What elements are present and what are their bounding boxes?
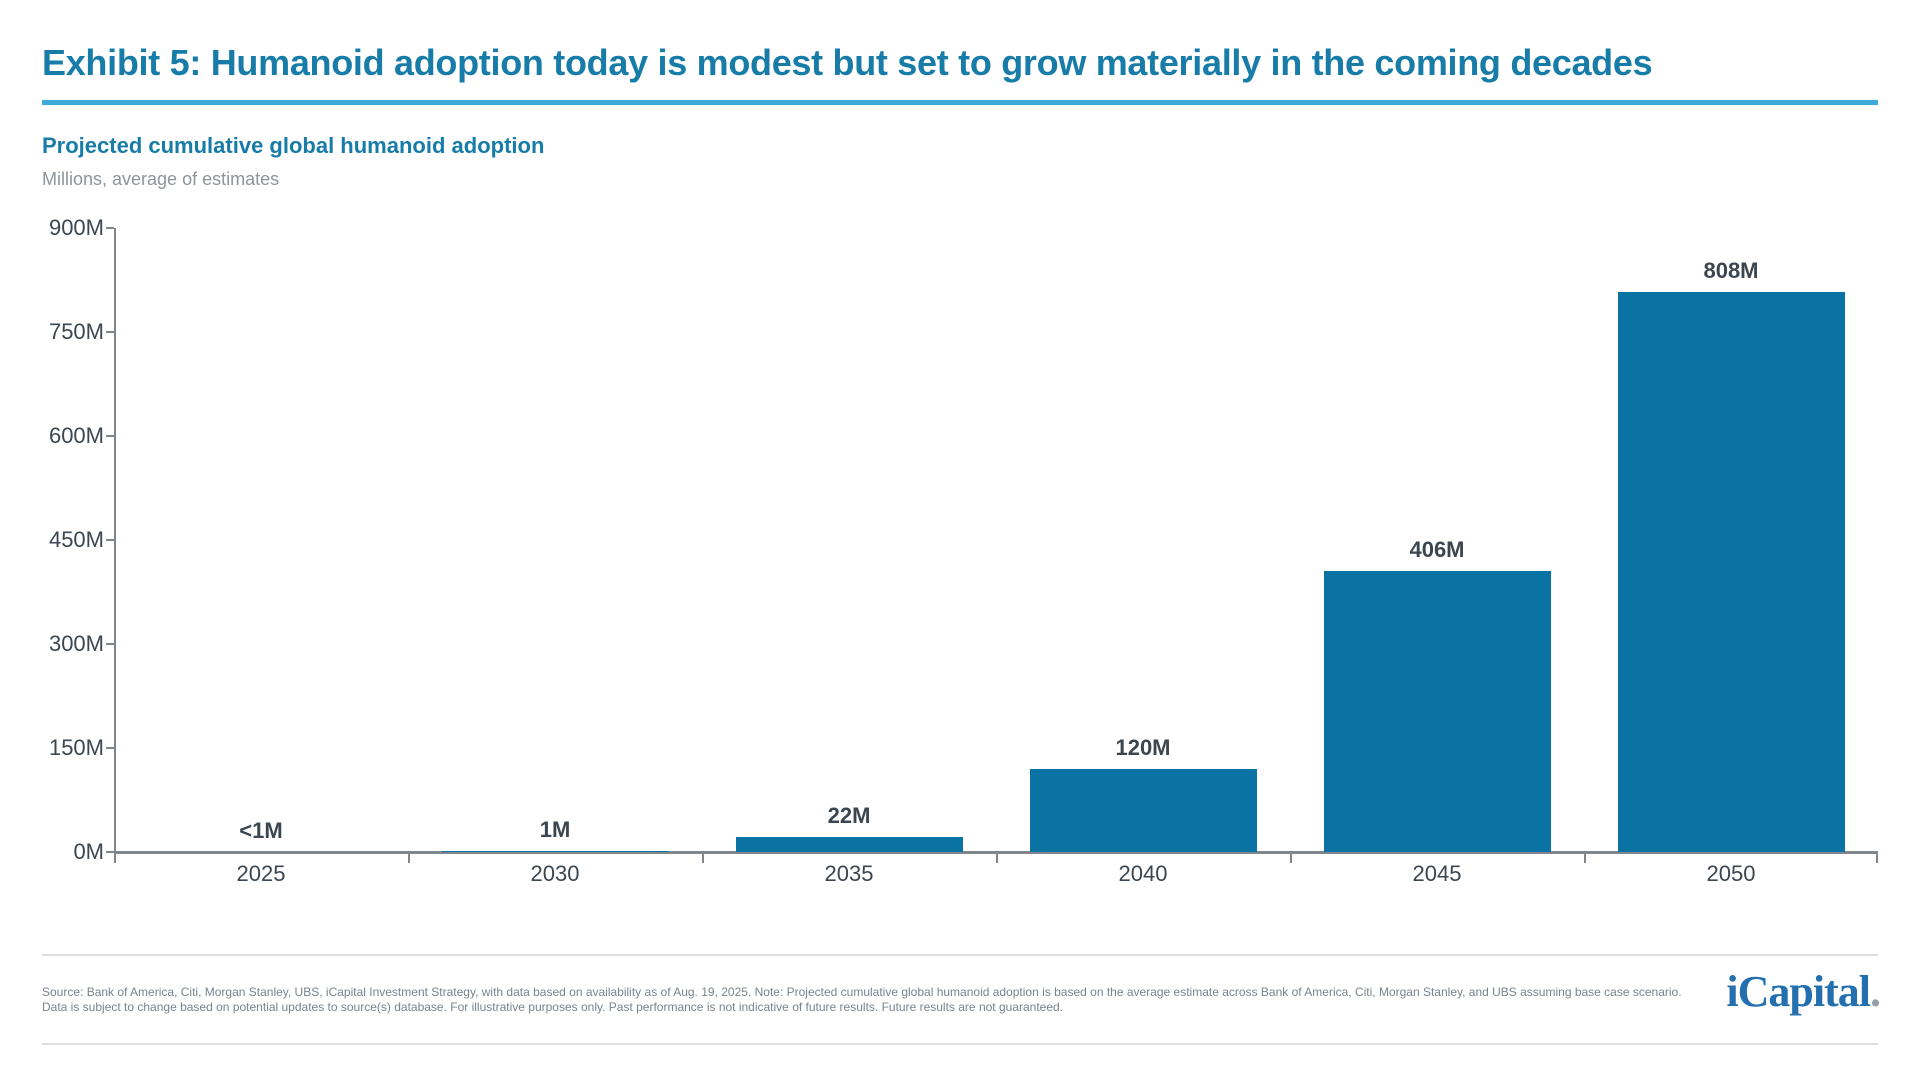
y-axis-tick: [106, 851, 114, 853]
bar-value-label: 1M: [539, 817, 571, 843]
y-axis-tick: [106, 539, 114, 541]
exhibit-title: Exhibit 5: Humanoid adoption today is mo…: [42, 42, 1653, 83]
bar-value-label: 22M: [827, 802, 871, 828]
bar: [1323, 570, 1551, 852]
icapital-logo-text: iCapital: [1726, 967, 1871, 1016]
x-category-label: 2025: [236, 861, 286, 886]
y-axis-tick: [106, 747, 114, 749]
y-axis-tick: [106, 643, 114, 645]
y-axis-tick-label: 150M: [48, 735, 104, 760]
x-axis-tick: [1290, 851, 1292, 863]
y-axis-tick-label: 900M: [48, 215, 104, 240]
x-axis-tick: [996, 851, 998, 863]
y-axis-tick-label: 450M: [48, 527, 104, 552]
y-axis-line: [114, 228, 116, 852]
x-axis-tick: [702, 851, 704, 863]
x-category-label: 2030: [530, 861, 580, 886]
footer-top-rule: [42, 954, 1878, 956]
x-axis-tick: [408, 851, 410, 863]
footer-bottom-rule: [42, 1043, 1878, 1045]
y-axis-tick-label: 0M: [73, 839, 104, 864]
x-category-label: 2040: [1118, 861, 1168, 886]
bar: [1617, 291, 1845, 852]
source-text-line-2: Data is subject to change based on poten…: [42, 1000, 1064, 1014]
bar: [735, 836, 963, 852]
icapital-logo: iCapital.: [1726, 966, 1881, 1017]
x-axis-tick: [1584, 851, 1586, 863]
x-axis-tick: [1876, 851, 1878, 863]
bar: [441, 851, 669, 852]
title-underline: [42, 100, 1878, 105]
source-text-line-1: Source: Bank of America, Citi, Morgan St…: [42, 985, 1682, 999]
chart-subheading: Millions, average of estimates: [42, 169, 280, 189]
chart-heading: Projected cumulative global humanoid ado…: [42, 133, 545, 158]
y-axis-tick: [106, 331, 114, 333]
x-category-label: 2050: [1706, 861, 1756, 886]
x-category-label: 2045: [1412, 861, 1462, 886]
bar: [1029, 768, 1257, 852]
y-axis-tick: [106, 227, 114, 229]
y-axis-tick-label: 600M: [48, 423, 104, 448]
y-axis-tick-label: 300M: [48, 631, 104, 656]
x-axis-tick: [114, 851, 116, 863]
bar-value-label: 406M: [1409, 536, 1465, 562]
x-category-label: 2035: [824, 861, 874, 886]
bar-value-label: 808M: [1703, 257, 1759, 283]
bar-value-label: 120M: [1115, 734, 1171, 760]
y-axis-tick-label: 750M: [48, 319, 104, 344]
icapital-logo-dot: .: [1870, 967, 1881, 1016]
y-axis-tick: [106, 435, 114, 437]
bar-value-label: <1M: [239, 817, 283, 843]
